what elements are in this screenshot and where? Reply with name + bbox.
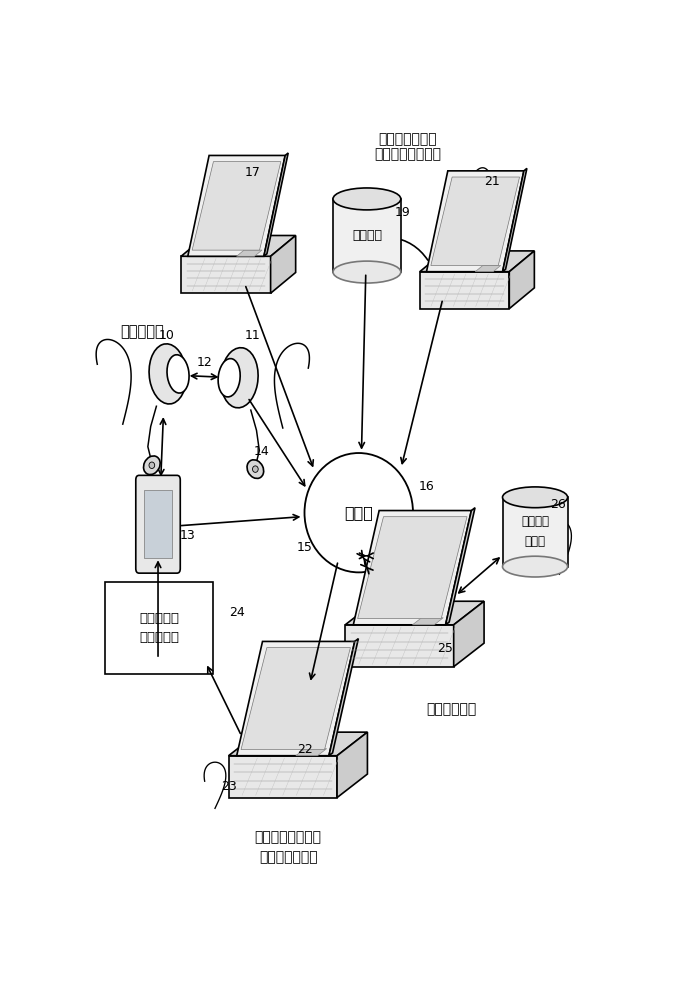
FancyBboxPatch shape (503, 497, 568, 567)
Polygon shape (337, 732, 368, 798)
Text: 互联网: 互联网 (344, 505, 373, 520)
Polygon shape (329, 639, 358, 756)
FancyBboxPatch shape (105, 582, 214, 674)
Ellipse shape (247, 460, 264, 478)
Text: 家（听力学家）: 家（听力学家） (259, 850, 318, 864)
Polygon shape (192, 162, 281, 250)
Ellipse shape (253, 466, 258, 472)
Polygon shape (420, 251, 534, 272)
Polygon shape (241, 648, 351, 750)
Polygon shape (475, 265, 500, 272)
Ellipse shape (503, 487, 568, 508)
Text: 订阅数据: 订阅数据 (352, 229, 382, 242)
FancyBboxPatch shape (144, 490, 172, 558)
Ellipse shape (220, 348, 258, 408)
Polygon shape (446, 508, 475, 625)
Polygon shape (354, 511, 471, 625)
Ellipse shape (149, 344, 186, 404)
Text: 17: 17 (245, 166, 261, 179)
Ellipse shape (144, 456, 160, 475)
Polygon shape (271, 235, 295, 293)
Polygon shape (426, 171, 524, 272)
Polygon shape (345, 601, 484, 625)
Polygon shape (264, 153, 288, 256)
Ellipse shape (149, 462, 155, 469)
Polygon shape (430, 177, 519, 266)
Ellipse shape (503, 556, 568, 577)
Text: 经授权的助听器专: 经授权的助听器专 (255, 831, 322, 845)
Text: 12: 12 (196, 356, 212, 369)
Text: 13: 13 (180, 529, 196, 542)
Text: 15: 15 (297, 541, 312, 554)
Text: 10: 10 (158, 329, 174, 342)
Polygon shape (420, 272, 510, 309)
Text: 24: 24 (229, 606, 244, 619)
Polygon shape (345, 625, 454, 667)
Text: 25: 25 (438, 642, 454, 655)
Ellipse shape (167, 355, 189, 393)
Text: 用户数据: 用户数据 (521, 515, 549, 528)
Text: 和装配仪器: 和装配仪器 (139, 631, 179, 644)
Polygon shape (228, 756, 337, 798)
Text: 11: 11 (245, 329, 261, 342)
Text: 存储器: 存储器 (524, 535, 545, 548)
Polygon shape (181, 235, 295, 256)
Ellipse shape (333, 261, 401, 283)
Text: 22: 22 (297, 743, 312, 756)
Polygon shape (510, 251, 534, 309)
Polygon shape (296, 749, 327, 756)
Ellipse shape (333, 188, 401, 210)
Text: 14: 14 (253, 445, 269, 458)
Polygon shape (188, 155, 285, 256)
Text: 26: 26 (550, 498, 566, 512)
Text: 23: 23 (220, 780, 237, 793)
Text: 辅助服务提供商: 辅助服务提供商 (378, 132, 437, 146)
Polygon shape (454, 601, 484, 667)
Text: 主服务提供商: 主服务提供商 (426, 702, 476, 716)
Polygon shape (237, 250, 262, 256)
Polygon shape (503, 168, 527, 272)
FancyBboxPatch shape (136, 475, 181, 573)
Polygon shape (181, 256, 271, 293)
Polygon shape (412, 618, 443, 625)
Text: 16: 16 (419, 480, 434, 493)
Text: 19: 19 (394, 206, 410, 219)
Text: （终端用户订阅）: （终端用户订阅） (374, 148, 441, 162)
Ellipse shape (304, 453, 413, 572)
Polygon shape (228, 732, 368, 756)
Text: 21: 21 (484, 175, 500, 188)
Ellipse shape (218, 359, 240, 397)
FancyBboxPatch shape (333, 199, 401, 272)
Text: 听力学测试: 听力学测试 (139, 612, 179, 625)
Polygon shape (237, 641, 355, 756)
Text: 助听器用户: 助听器用户 (120, 324, 164, 339)
Polygon shape (358, 517, 467, 619)
